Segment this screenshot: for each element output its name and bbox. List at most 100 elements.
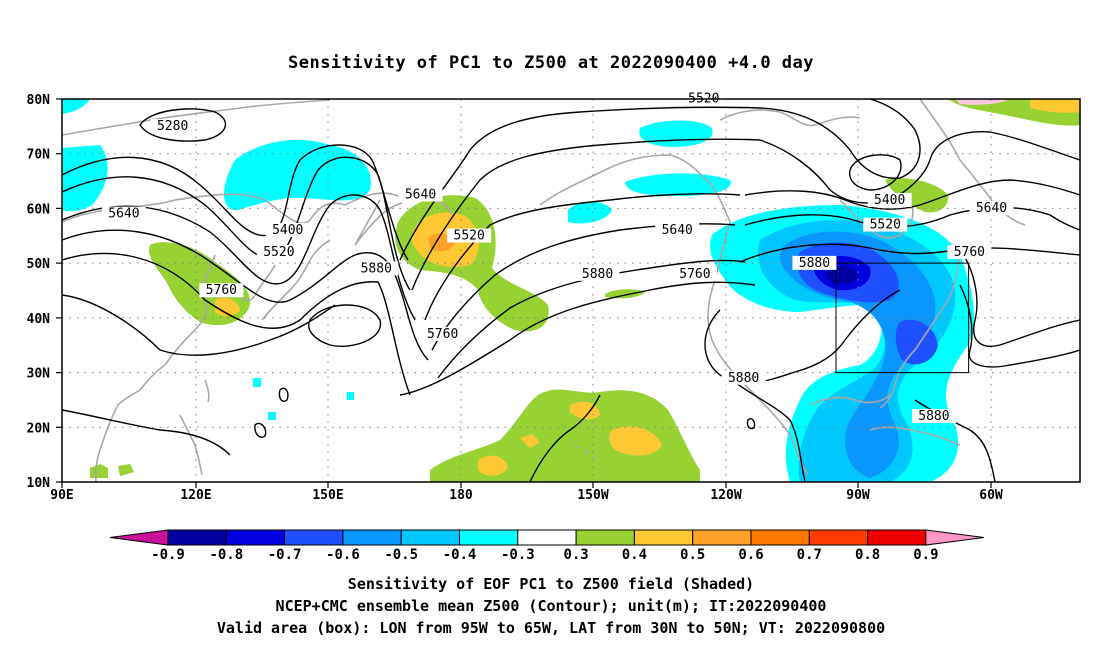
contour-5280-closed	[139, 108, 227, 142]
contour-5880-south	[724, 374, 806, 482]
shade-yellow-trop-1	[478, 455, 508, 476]
contour-label-7: 5760	[427, 327, 458, 342]
contour-pacific-6	[399, 281, 756, 396]
contour-label-10: 5640	[662, 223, 693, 238]
valid-area-box	[835, 262, 970, 374]
contour-5880-pacific	[62, 294, 336, 356]
lon-label-150e: 150E	[312, 488, 343, 503]
lon-label-90e: 90E	[50, 488, 73, 503]
colorbar-swatch-7	[575, 529, 635, 546]
colorbar-swatch-0	[167, 529, 227, 546]
contour-closed-w1	[308, 304, 381, 347]
colorbar-swatch-6	[517, 529, 577, 546]
axis-ticks	[56, 98, 992, 488]
colorbar-label-5: -0.4	[443, 547, 477, 563]
contour-label-17: 5760	[954, 245, 985, 260]
lon-label-60w: 60W	[979, 488, 1003, 503]
lat-label-60n: 60N	[27, 202, 51, 217]
colorbar-label-3: -0.6	[326, 547, 360, 563]
shade-green-small-1	[605, 289, 645, 299]
caption-line-2: NCEP+CMC ensemble mean Z500 (Contour); u…	[276, 597, 827, 615]
contour-label-3: 5520	[263, 245, 294, 260]
colorbar-swatch-9	[692, 529, 752, 546]
contour-label-8: 5520	[454, 229, 485, 244]
lat-label-50n: 50N	[27, 257, 51, 272]
contour-label-6: 5640	[405, 187, 436, 202]
contour-labels: 5280 5640 5400 5520 5760 5880 5640 5760 5520 5880…	[101, 91, 1014, 424]
colorbar-high-arrow	[925, 529, 984, 546]
shade-yellow-trop-3	[609, 426, 662, 456]
z500-contours	[62, 99, 1080, 482]
contour-label-bg	[863, 217, 908, 232]
colorbar-swatch-5	[459, 529, 519, 546]
contour-label-bg	[911, 409, 956, 424]
contour-label-14: 5400	[874, 193, 905, 208]
shaded-sensitivity	[62, 99, 1080, 482]
colorbar-label-10: 0.6	[738, 547, 763, 563]
coast-arctic-islands	[719, 109, 861, 127]
colorbar-swatch-11	[808, 529, 869, 546]
contour-na-east-1	[959, 249, 1080, 347]
contour-na-5880	[704, 289, 901, 384]
contour-na-5760	[739, 243, 1080, 263]
contour-label-bg	[792, 255, 837, 270]
contour-5880-south-east	[914, 399, 996, 482]
figure-title: Sensitivity of PC1 to Z500 at 2022090400…	[288, 53, 814, 73]
contour-label-bg	[447, 228, 492, 243]
lon-label-120e: 120E	[180, 488, 211, 503]
shade-green-small-2	[90, 464, 108, 478]
contour-label-bg	[265, 223, 310, 238]
map-frame	[61, 98, 1081, 483]
contour-na-5400	[759, 131, 1080, 204]
contour-closed-na-small	[746, 418, 756, 430]
contour-pacific-2	[411, 138, 761, 291]
shade-yellow-china	[215, 298, 240, 317]
colorbar-swatch-2	[284, 529, 344, 546]
coast-caribbean	[869, 426, 961, 446]
shade-cyan-small-2	[347, 392, 354, 400]
coast-gulf	[809, 394, 891, 406]
coast-alaska	[539, 154, 731, 223]
lon-label-150w: 150W	[577, 488, 608, 503]
contour-label-bg	[867, 192, 912, 207]
contour-label-bg	[655, 223, 700, 238]
contour-label-bg	[150, 119, 195, 134]
contour-label-5: 5880	[361, 261, 392, 276]
contour-label-bg	[947, 244, 992, 259]
lat-label-30n: 30N	[27, 367, 51, 382]
contour-tropical-2	[529, 394, 601, 482]
colorbar-swatch-12	[867, 529, 927, 546]
coast-philippines	[179, 414, 203, 476]
coast-greenland	[919, 99, 1026, 226]
contour-label-18: 5880	[728, 371, 759, 386]
contour-na-5640	[744, 206, 1080, 231]
coast-indochina	[94, 404, 119, 482]
colorbar-low-arrow	[109, 529, 169, 546]
lat-axis-labels: 80N 70N 60N 50N 40N 30N 20N 10N	[27, 93, 51, 491]
lon-axis-labels: 90E 120E 150E 180 150W 120W 90W 60W	[50, 488, 1003, 503]
contour-5400-west	[62, 144, 409, 261]
contour-label-1: 5640	[108, 207, 139, 222]
contour-pacific-5	[437, 259, 746, 379]
colorbar-label-8: 0.4	[622, 547, 647, 563]
shade-cyan-small-3	[268, 412, 276, 420]
contour-pacific-3	[424, 193, 741, 321]
shade-pink-ne	[955, 99, 1010, 105]
caption-line-1: Sensitivity of EOF PC1 to Z500 field (Sh…	[348, 575, 754, 593]
shade-yellow-ne	[1030, 99, 1080, 113]
contour-closed-w3	[254, 422, 267, 438]
contour-na-5520	[744, 179, 1080, 210]
colorbar-label-2: -0.7	[268, 547, 302, 563]
colorbar-label-9: 0.5	[680, 547, 705, 563]
contour-label-19: 5880	[918, 409, 949, 424]
contour-label-bg	[256, 244, 301, 259]
coast-japan	[261, 239, 331, 321]
colorbar-label-11: 0.7	[797, 547, 822, 563]
contour-closed-w2	[278, 387, 289, 402]
lon-label-90w: 90W	[846, 488, 870, 503]
colorbar-label-1: -0.8	[209, 547, 243, 563]
contour-label-15: 5520	[870, 218, 901, 233]
contour-5760-west	[62, 229, 429, 361]
shade-green-small-3	[118, 464, 134, 476]
